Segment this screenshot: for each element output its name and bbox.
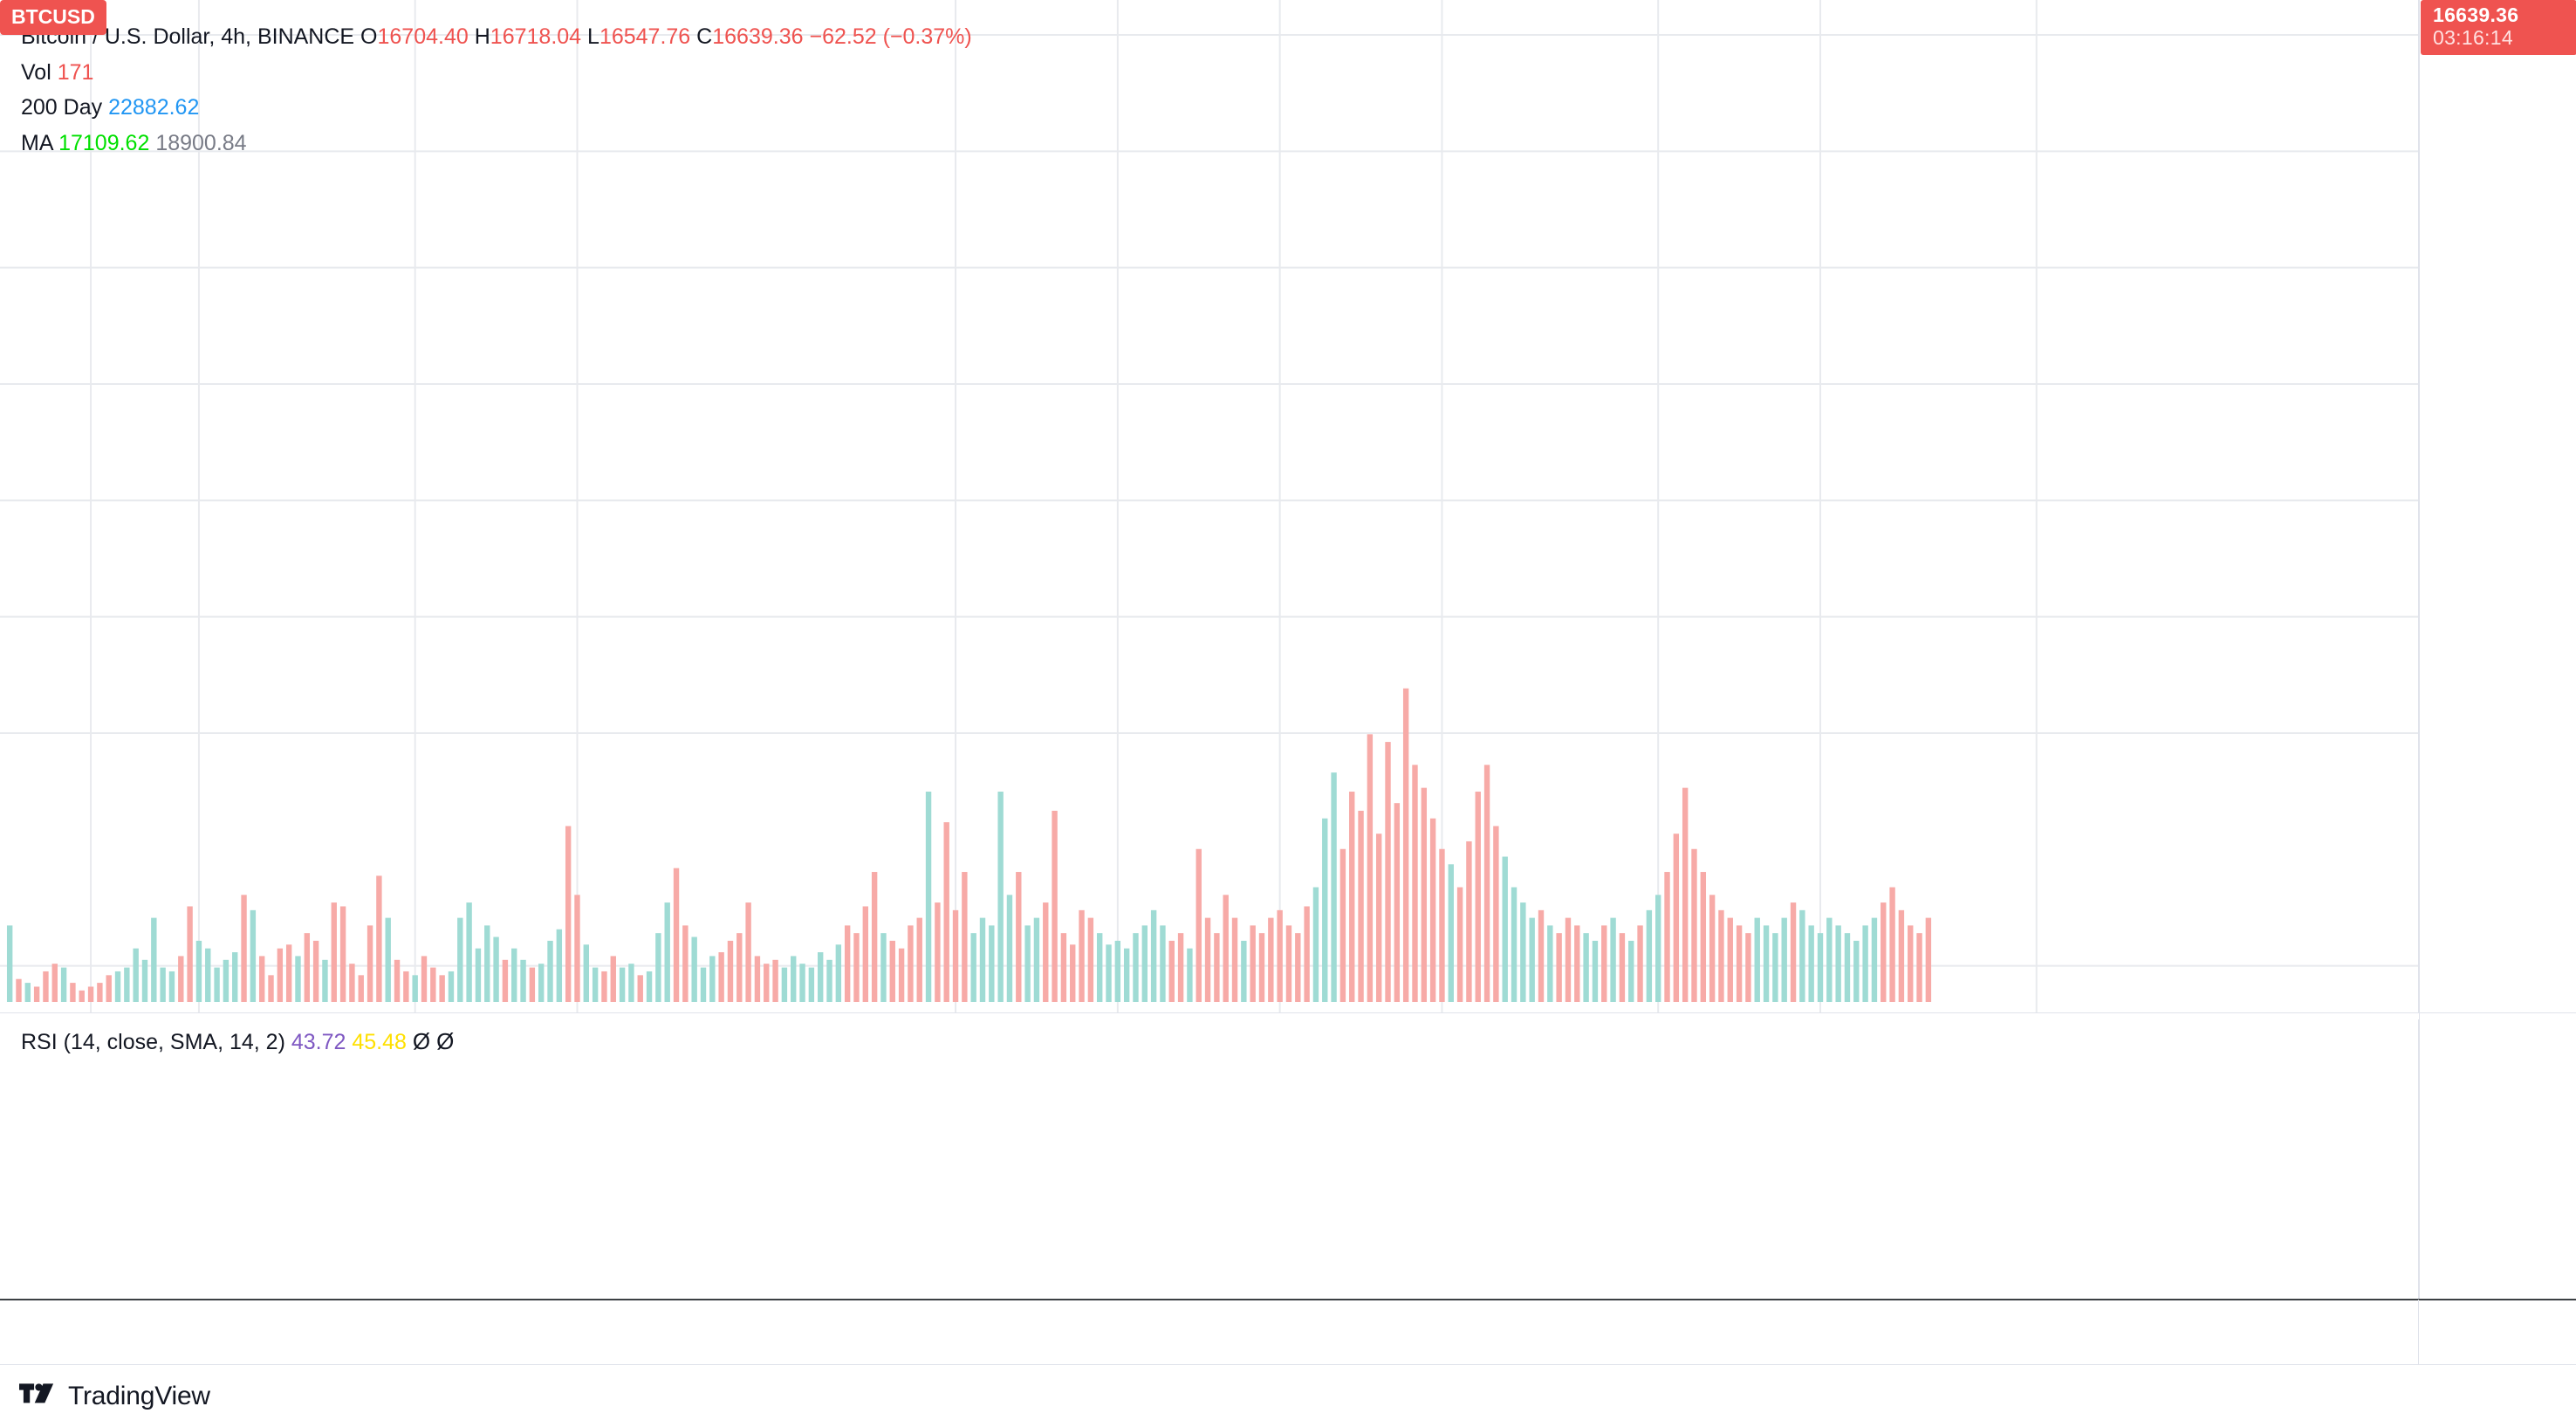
legend-200day-line: 200 Day 22882.62: [21, 90, 972, 126]
ma-value-fast: 17109.62: [58, 130, 150, 155]
price-legend: Bitcoin / U.S. Dollar, 4h, BINANCE O1670…: [21, 19, 972, 161]
price-scale[interactable]: USD 16639.36 03:16:14: [2419, 0, 2576, 1299]
ma200-label: 200 Day: [21, 95, 103, 120]
rsi-title[interactable]: RSI (14, close, SMA, 14, 2): [21, 1030, 285, 1054]
time-scale[interactable]: [0, 1299, 2576, 1364]
current-price-value: 16639.36: [2433, 3, 2519, 26]
low-label: L: [587, 24, 599, 49]
current-price-badge: 16639.36 03:16:14: [2421, 0, 2576, 55]
tradingview-logo-text[interactable]: TradingView: [68, 1381, 210, 1410]
open-value: 16704.40: [377, 24, 469, 49]
price-pane[interactable]: Bitcoin / U.S. Dollar, 4h, BINANCE O1670…: [0, 0, 2419, 1012]
rsi-pane-border: [2418, 1019, 2419, 1299]
rsi-legend: RSI (14, close, SMA, 14, 2) 43.72 45.48 …: [21, 1028, 454, 1055]
legend-volume-line: Vol 171: [21, 55, 972, 91]
ma200-value: 22882.62: [108, 95, 200, 120]
ma-value-slow: 18900.84: [155, 130, 247, 155]
bottom-bar: TradingView: [0, 1364, 2576, 1427]
legend-ohlc-line: Bitcoin / U.S. Dollar, 4h, BINANCE O1670…: [21, 19, 972, 55]
high-label: H: [474, 24, 490, 49]
rsi-value: 43.72: [291, 1030, 346, 1054]
tradingview-logo-icon[interactable]: [19, 1382, 58, 1410]
rsi-plot: [0, 1019, 2419, 1299]
low-value: 16547.76: [599, 24, 691, 49]
rsi-pane[interactable]: RSI (14, close, SMA, 14, 2) 43.72 45.48 …: [0, 1019, 2419, 1299]
open-label: O: [360, 24, 378, 49]
ticker-price-tag: BTCUSD: [0, 0, 106, 35]
rsi-lower-band-value: Ø: [436, 1028, 455, 1054]
change-value: −62.52 (−0.37%): [809, 24, 972, 49]
close-value: 16639.36: [712, 24, 804, 49]
time-scale-divider: [2418, 1300, 2419, 1364]
high-value: 16718.04: [490, 24, 582, 49]
rsi-upper-band-value: Ø: [412, 1028, 431, 1054]
pane-divider: [0, 1012, 2419, 1013]
ma-label: MA: [21, 130, 53, 155]
volume-label: Vol: [21, 59, 51, 85]
pane-border: [2418, 0, 2419, 1012]
bar-countdown: 03:16:14: [2433, 25, 2513, 49]
rsi-sma-value: 45.48: [352, 1030, 407, 1054]
legend-ma-line: MA 17109.62 18900.84: [21, 126, 972, 161]
price-plot: [0, 0, 2419, 1012]
scale-separator: [2420, 1012, 2576, 1013]
volume-value: 171: [57, 59, 94, 85]
close-label: C: [696, 24, 713, 49]
